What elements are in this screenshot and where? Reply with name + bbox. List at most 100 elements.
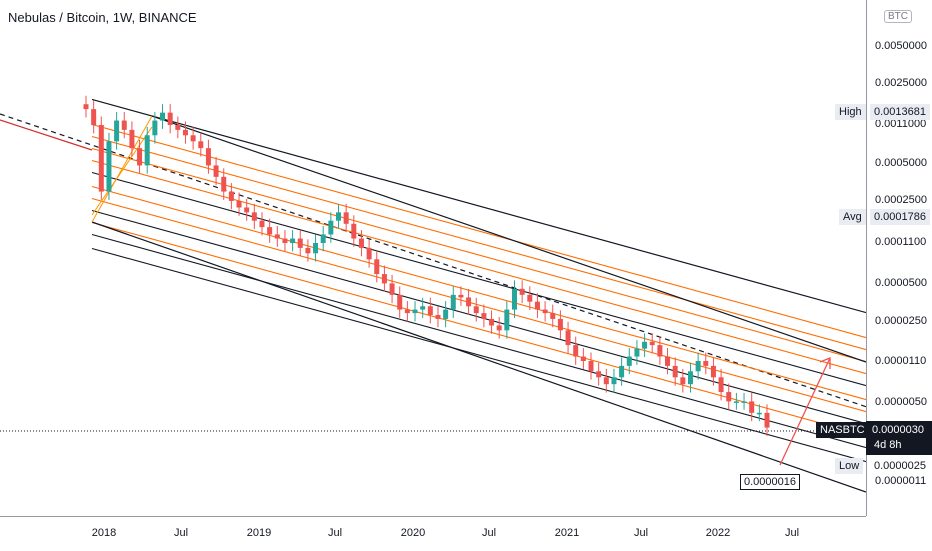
- price-chart[interactable]: [0, 0, 866, 516]
- candle-body: [695, 361, 701, 372]
- candle-body: [320, 234, 326, 243]
- channel-top: [91, 98, 866, 314]
- candle-body: [749, 401, 755, 413]
- candle-body: [527, 294, 533, 302]
- time-tick: 2022: [705, 527, 731, 539]
- channel-line: [91, 221, 866, 437]
- candle-body: [565, 330, 571, 346]
- candle-body: [167, 112, 173, 125]
- candle-body: [259, 220, 265, 228]
- low-label-value: 0.0000025: [870, 458, 930, 474]
- price-tick: 0.0000050: [875, 396, 927, 408]
- candle-body: [626, 356, 632, 366]
- candle-body: [244, 207, 250, 213]
- price-tick: 0.0002500: [875, 194, 927, 206]
- currency-label[interactable]: BTC: [884, 10, 912, 23]
- symbol-label: NASBTC: [816, 422, 869, 438]
- candle-body: [687, 371, 693, 385]
- channel-line: [91, 197, 866, 413]
- channel-line: [91, 209, 866, 425]
- candle-body: [466, 297, 472, 307]
- time-tick: Jul: [173, 527, 189, 539]
- high-label-name: High: [835, 104, 866, 120]
- last-price-value: 0.0000030: [872, 424, 924, 436]
- time-tick: Jul: [327, 527, 343, 539]
- candle-body: [175, 125, 181, 130]
- candle-body: [343, 212, 349, 224]
- chart-area[interactable]: [0, 0, 866, 516]
- time-tick: 2018: [91, 527, 117, 539]
- candle-body: [114, 120, 120, 142]
- channel-bottom: [91, 221, 866, 493]
- candle-body: [83, 104, 89, 110]
- candle-body: [205, 148, 211, 166]
- candle-body: [305, 247, 311, 254]
- candle-body: [297, 238, 303, 248]
- candle-body: [672, 365, 678, 378]
- candle-body: [596, 371, 602, 378]
- time-tick: 2021: [554, 527, 580, 539]
- candle-body: [366, 247, 372, 260]
- high-label-value: 0.0013681: [870, 104, 930, 120]
- projection-arrow: [779, 357, 831, 466]
- candle-body: [481, 313, 487, 319]
- candle-body: [603, 377, 609, 385]
- candle-body: [519, 288, 525, 295]
- candle-body: [91, 109, 97, 125]
- price-tick: 0.0000011: [875, 475, 927, 487]
- price-tick: 0.0005000: [875, 157, 927, 169]
- candle-body: [756, 412, 762, 415]
- candle-body: [557, 318, 563, 331]
- pitchfork-handle: [91, 115, 153, 223]
- channel-line: [91, 147, 866, 363]
- channel-upper: [151, 115, 866, 363]
- candle-body: [412, 309, 418, 314]
- candle-body: [427, 306, 433, 315]
- channel-line: [91, 135, 866, 351]
- channel-line: [91, 159, 866, 375]
- candle-body: [634, 348, 640, 357]
- channel-line: [91, 123, 866, 339]
- low-label-name: Low: [835, 458, 864, 474]
- candle-body: [450, 294, 456, 310]
- candle-body: [144, 135, 150, 166]
- pitchfork-handle: [91, 126, 153, 216]
- candle-body: [381, 274, 387, 284]
- candle-body: [443, 309, 449, 319]
- candle-body: [313, 243, 319, 254]
- candle-body: [435, 314, 441, 319]
- candle-body: [580, 356, 586, 361]
- price-tick: 0.0000110: [875, 355, 927, 367]
- candle-body: [213, 165, 219, 177]
- time-tick: Jul: [633, 527, 649, 539]
- candle-body: [274, 234, 280, 239]
- candle-body: [496, 325, 502, 331]
- candle-body: [550, 313, 556, 319]
- candle-body: [642, 341, 648, 349]
- price-tick: 0.0000250: [875, 315, 927, 327]
- candle-body: [358, 238, 364, 248]
- price-tick: 0.0025000: [875, 77, 927, 89]
- candle-body: [404, 309, 410, 314]
- price-axis[interactable]: 0.0050000 0.0025000 0.0011000 0.0005000 0.00…: [866, 0, 932, 516]
- candle-body: [741, 401, 747, 403]
- candle-body: [251, 212, 257, 221]
- time-tick: 2019: [246, 527, 272, 539]
- candle-body: [152, 120, 158, 136]
- channel-line: [91, 185, 866, 401]
- candle-body: [504, 309, 510, 331]
- time-axis[interactable]: 2018 Jul 2019 Jul 2020 Jul 2021 Jul 2022 Jul: [0, 516, 866, 551]
- price-annotation[interactable]: 0.0000016: [740, 474, 800, 490]
- candle-body: [198, 141, 204, 149]
- candle-body: [160, 112, 166, 121]
- candle-body: [718, 377, 724, 393]
- bar-countdown: 4d 8h: [874, 439, 902, 451]
- candle-body: [534, 301, 540, 310]
- price-tick: 0.0001100: [875, 236, 927, 248]
- candle-body: [619, 365, 625, 378]
- channel-line: [91, 247, 866, 463]
- candle-body: [98, 125, 104, 192]
- candle-body: [351, 223, 357, 239]
- candle-body: [489, 318, 495, 326]
- median-line: [0, 113, 866, 408]
